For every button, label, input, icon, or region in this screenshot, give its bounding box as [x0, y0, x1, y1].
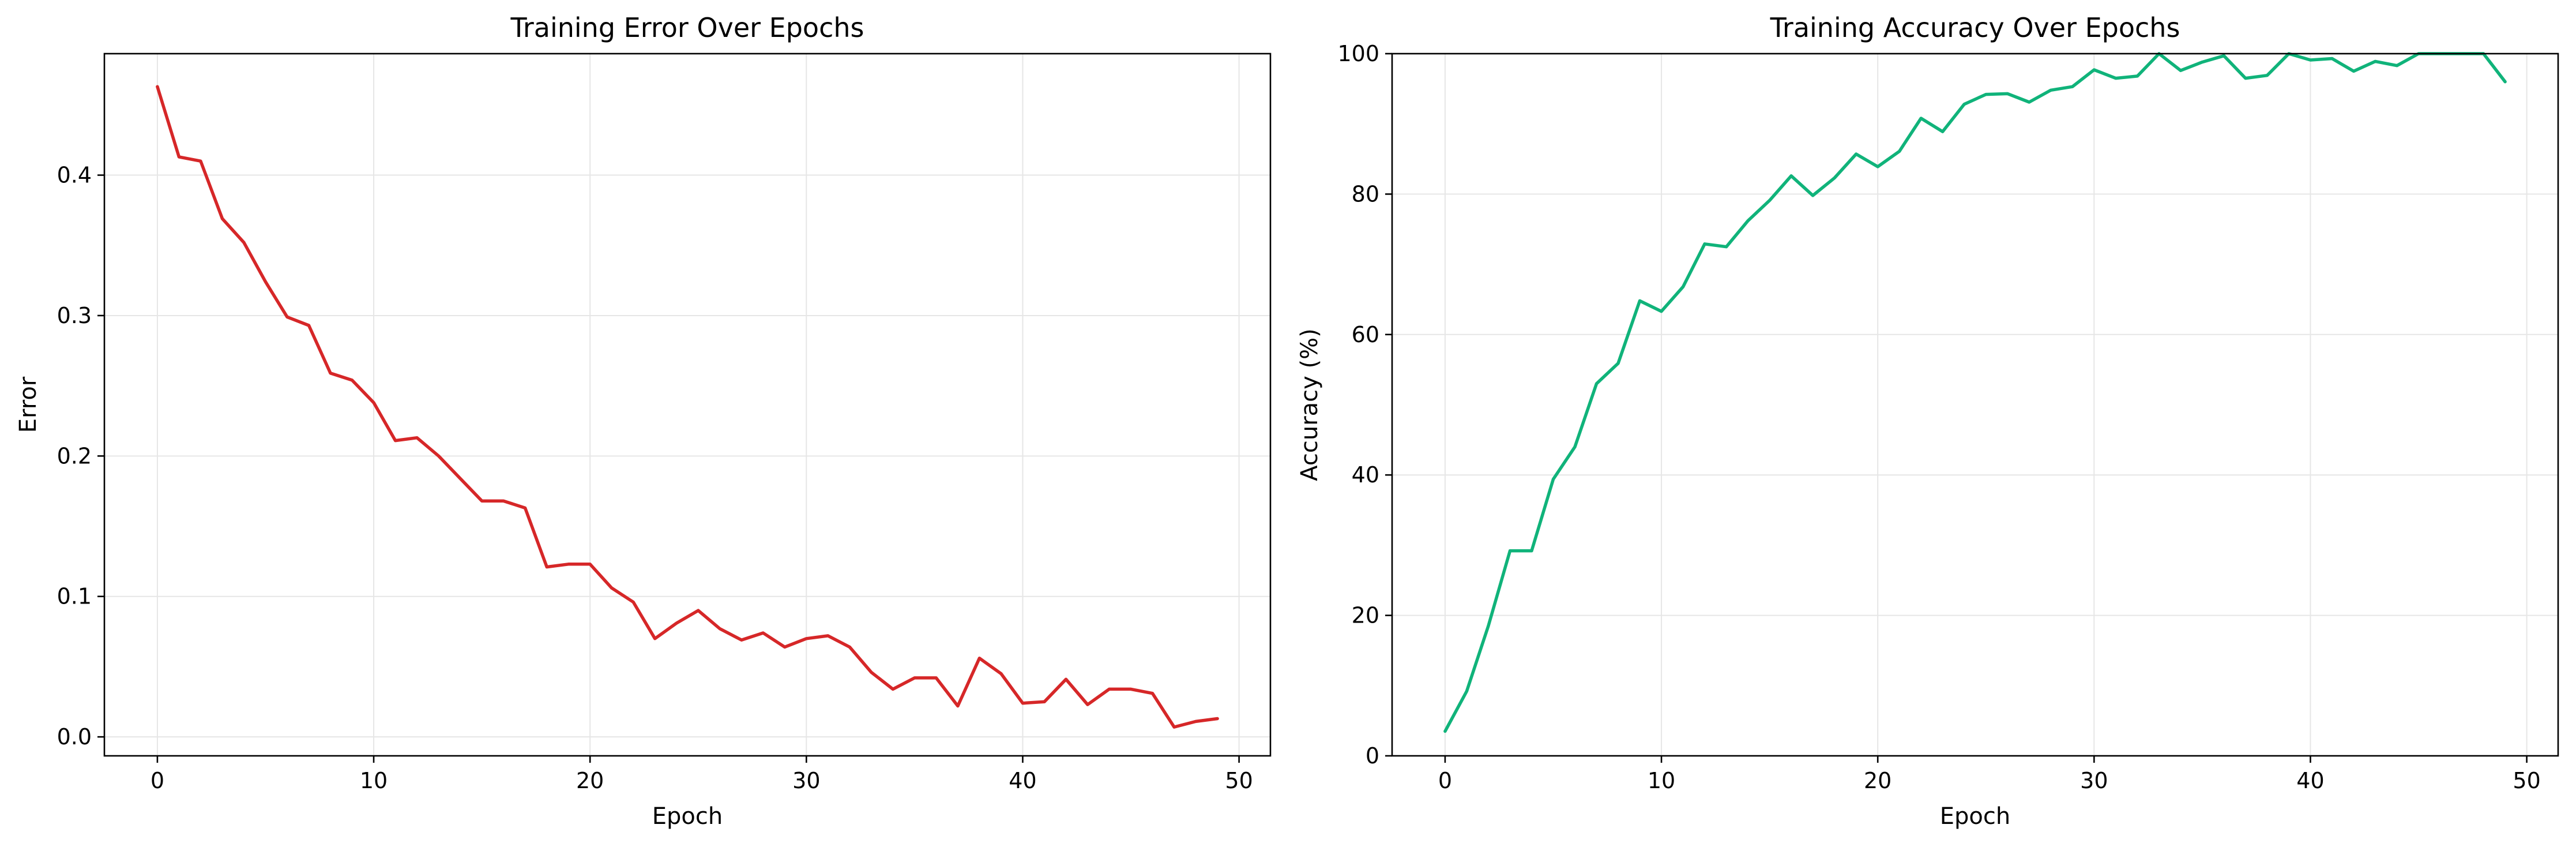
- error-x-axis-label: Epoch: [652, 803, 723, 830]
- error-chart-panel: 0 10 20 30 40 50 0.0 0.1 0.2 0.3 0.4 Training Error…: [15, 12, 1272, 830]
- accuracy-xtick-label: 0: [1438, 768, 1452, 793]
- accuracy-ytick-label: 20: [1352, 603, 1379, 628]
- error-xtick-label: 10: [360, 768, 388, 793]
- error-chart-title: Training Error Over Epochs: [510, 12, 864, 43]
- accuracy-chart-title: Training Accuracy Over Epochs: [1770, 12, 2180, 43]
- error-ytick-label: 0.1: [57, 584, 92, 609]
- error-xtick-label: 20: [576, 768, 604, 793]
- accuracy-y-axis-label: Accuracy (%): [1296, 328, 1323, 481]
- accuracy-ytick-label: 100: [1337, 41, 1379, 66]
- error-ytick-label: 0.3: [57, 303, 92, 328]
- accuracy-ytick-label: 40: [1352, 462, 1379, 488]
- accuracy-chart-panel: 0 10 20 30 40 50 0 20 40 60 80 100 Training Accuracy…: [1296, 12, 2559, 830]
- accuracy-series-line: [1443, 52, 2507, 733]
- accuracy-axes-frame: [1391, 53, 2559, 757]
- accuracy-xtick-label: 10: [1648, 768, 1675, 793]
- error-ytick-label: 0.0: [57, 724, 92, 749]
- accuracy-xtick-label: 30: [2080, 768, 2108, 793]
- accuracy-ytick-label: 60: [1352, 322, 1379, 347]
- error-ytick-label: 0.4: [57, 163, 92, 188]
- error-series-line: [156, 85, 1219, 729]
- accuracy-ytick-label: 0: [1366, 743, 1379, 769]
- error-axes-frame: [103, 53, 1272, 757]
- accuracy-x-axis-label: Epoch: [1940, 803, 2010, 830]
- error-xtick-label: 50: [1225, 768, 1253, 793]
- error-y-axis-label: Error: [15, 376, 42, 433]
- accuracy-xtick-label: 50: [2513, 768, 2540, 793]
- error-ytick-label: 0.2: [57, 443, 92, 469]
- accuracy-ytick-label: 80: [1352, 181, 1379, 207]
- error-xtick-label: 0: [151, 768, 164, 793]
- error-xtick-label: 40: [1009, 768, 1036, 793]
- accuracy-xtick-label: 40: [2296, 768, 2324, 793]
- accuracy-xtick-label: 20: [1864, 768, 1891, 793]
- error-xtick-label: 30: [792, 768, 820, 793]
